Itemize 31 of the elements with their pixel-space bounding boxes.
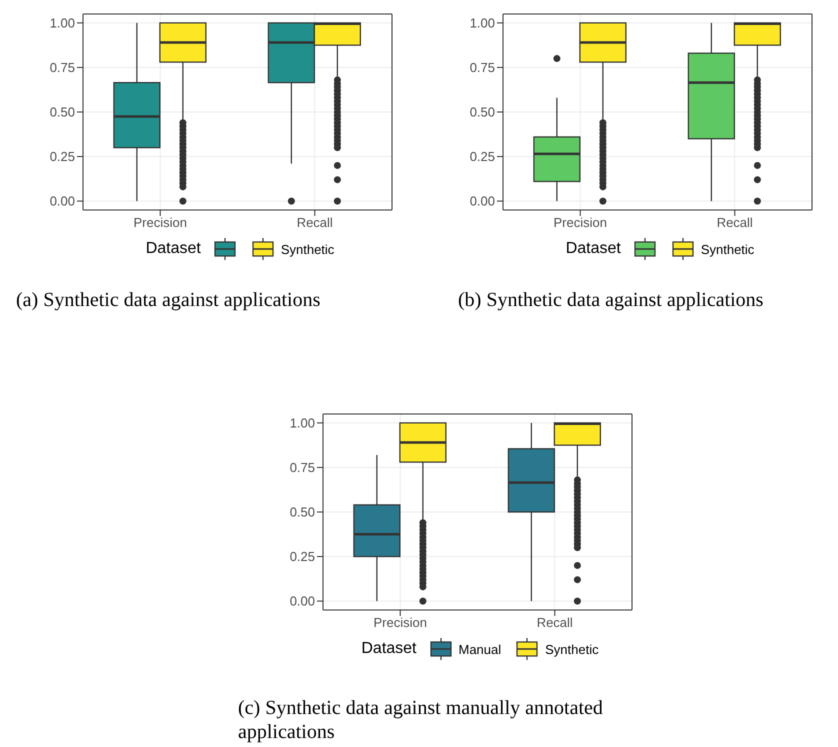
x-tick-label: Recall xyxy=(296,215,333,230)
x-tick-label: Precision xyxy=(554,215,607,230)
y-tick-label: 0.25 xyxy=(470,149,495,164)
legend-title: Dataset xyxy=(146,240,201,258)
y-tick-label: 0.75 xyxy=(470,60,495,76)
legend-label: Synthetic xyxy=(545,642,599,656)
text: (b) Synthetic data against applications xyxy=(458,288,764,312)
legend-label: Synthetic xyxy=(280,242,334,256)
y-tick-label: 0.00 xyxy=(470,194,495,209)
y-tick-label: 0.50 xyxy=(290,504,315,520)
y-tick-label: 0.25 xyxy=(290,549,315,564)
y-tick-label: 0.50 xyxy=(50,104,75,120)
y-tick-label: 1.00 xyxy=(470,16,495,31)
x-tick-label: Precision xyxy=(374,615,427,630)
legend-title: Dataset xyxy=(566,240,621,258)
y-tick-label: 1.00 xyxy=(50,16,75,31)
y-tick-label: 0.50 xyxy=(470,104,495,120)
text: (a) Synthetic data against applications xyxy=(16,288,322,312)
y-tick-label: 1.00 xyxy=(290,416,315,431)
y-tick-label: 0.75 xyxy=(290,460,315,476)
y-tick-label: 0.75 xyxy=(50,60,75,76)
legend-label: Manual xyxy=(458,642,502,656)
y-tick-label: 0.00 xyxy=(50,194,75,209)
x-tick-label: Recall xyxy=(536,615,573,630)
x-tick-label: Precision xyxy=(134,215,187,230)
legend-label: Synthetic xyxy=(700,242,754,256)
x-tick-label: Recall xyxy=(716,215,753,230)
y-tick-label: 0.00 xyxy=(290,594,315,609)
text: (c) Synthetic data against manually annotated applications xyxy=(238,696,604,744)
y-tick-label: 0.25 xyxy=(50,149,75,164)
legend-title: Dataset xyxy=(361,640,416,658)
